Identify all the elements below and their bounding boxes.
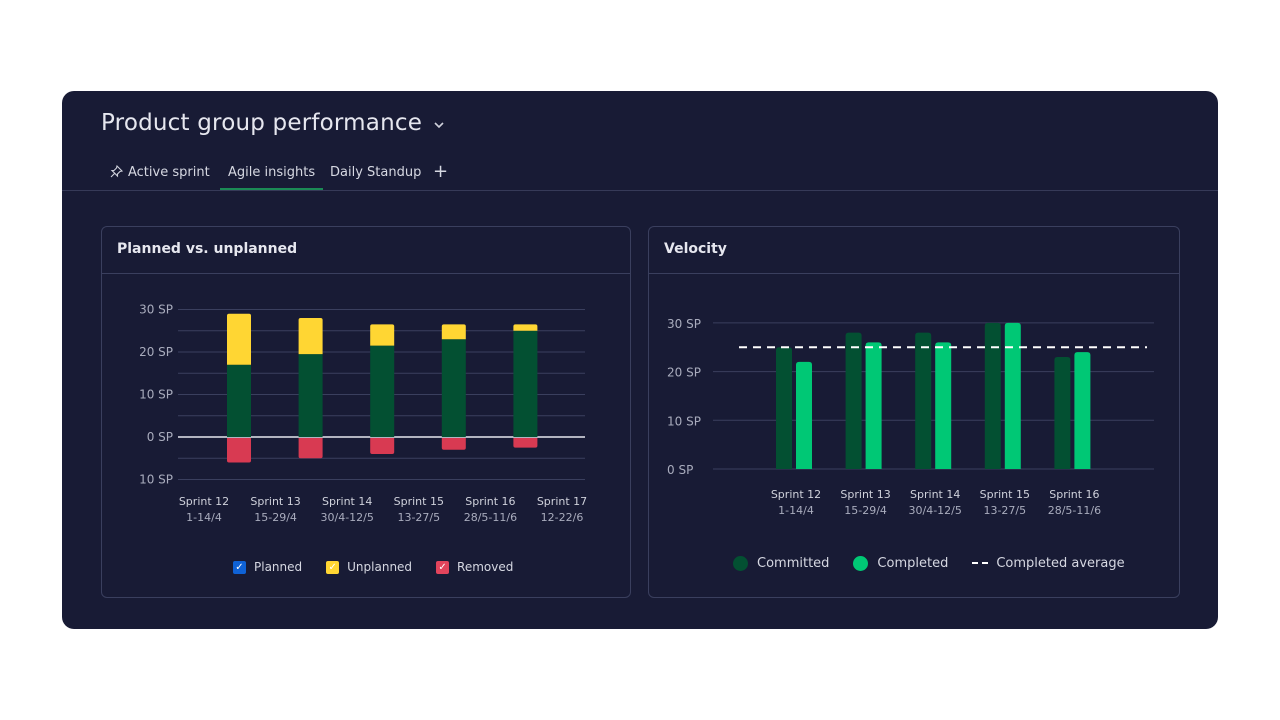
add-tab-button[interactable]: + [433, 161, 449, 182]
bar-removed [441, 438, 466, 450]
pin-icon [110, 164, 124, 182]
planned-vs-unplanned-card: Planned vs. unplanned 30 SP 20 SP 10 SP 0 S… [101, 226, 631, 598]
page-title: Product group performance [101, 110, 423, 136]
y-tick-label: 10 SP [139, 473, 173, 487]
velocity-card: Velocity 30 SP 20 SP 10 SP 0 SP Sprint 12 1-1… [648, 226, 1180, 598]
x-tick-date: 13-27/5 [983, 504, 1026, 517]
dot-icon [733, 556, 748, 571]
x-tick-label: Sprint 13 [250, 495, 300, 508]
x-tick-date: 15-29/4 [254, 511, 297, 524]
bar-committed [984, 322, 1001, 469]
velocity-chart: 30 SP 20 SP 10 SP 0 SP Sprint 12 1-14/4 Sprint… [667, 317, 1154, 517]
bar-unplanned [441, 324, 466, 340]
x-tick-date: 13-27/5 [397, 511, 440, 524]
view-tabs: Active sprint Agile insights Daily Stand… [62, 160, 1218, 191]
dashed-line-icon [972, 561, 989, 566]
x-tick-date: 28/5-11/6 [464, 511, 517, 524]
x-tick-label: Sprint 13 [840, 488, 890, 501]
bar-removed [370, 438, 395, 454]
y-tick-label: 0 SP [147, 430, 173, 444]
tab-label: Active sprint [128, 165, 210, 180]
x-tick-date: 12-22/6 [541, 511, 584, 524]
bar-committed [776, 347, 792, 469]
bar-completed [865, 342, 882, 469]
legend-committed[interactable]: Committed [733, 556, 829, 571]
bar-planned [370, 345, 395, 437]
x-tick-label: Sprint 15 [394, 495, 444, 508]
x-tick-label: Sprint 12 [179, 495, 229, 508]
bar-planned [298, 354, 323, 437]
x-tick-date: 30/4-12/5 [321, 511, 374, 524]
card-title: Velocity [664, 241, 727, 257]
y-tick-label: 0 SP [667, 463, 693, 477]
bar-planned [227, 364, 251, 437]
chevron-down-icon[interactable] [432, 118, 446, 132]
legend-completed-average[interactable]: Completed average [972, 556, 1125, 571]
y-tick-label: 20 SP [667, 366, 701, 380]
x-tick-label: Sprint 16 [465, 495, 515, 508]
y-tick-label: 30 SP [139, 303, 173, 317]
tab-active-sprint[interactable]: Active sprint [110, 164, 210, 182]
bar-removed [513, 438, 538, 448]
legend-label: Planned [254, 560, 303, 574]
x-tick-date: 28/5-11/6 [1048, 504, 1101, 517]
tab-daily-standup[interactable]: Daily Standup [330, 165, 421, 180]
legend-planned[interactable]: ✓ Planned [233, 560, 302, 574]
legend-removed[interactable]: ✓ Removed [436, 560, 513, 574]
legend-unplanned[interactable]: ✓ Unplanned [326, 560, 412, 574]
bar-planned [513, 330, 538, 437]
bar-committed [845, 332, 862, 469]
legend-label: Committed [757, 556, 830, 571]
bar-completed [1074, 352, 1091, 469]
dot-icon [853, 556, 869, 571]
y-tick-label: 10 SP [667, 414, 701, 428]
bar-unplanned [298, 318, 323, 355]
bar-removed [298, 438, 323, 459]
legend-label: Unplanned [347, 560, 413, 574]
checkbox-icon: ✓ [326, 560, 340, 574]
x-tick-date: 15-29/4 [844, 504, 887, 517]
x-tick-label: Sprint 15 [980, 488, 1030, 501]
x-tick-label: Sprint 14 [910, 488, 960, 501]
card-title: Planned vs. unplanned [117, 241, 298, 257]
legend-label: Completed [877, 556, 949, 571]
tab-label: Agile insights [228, 165, 316, 180]
bar-unplanned [513, 324, 538, 331]
bar-committed [1054, 356, 1071, 469]
x-tick-label: Sprint 16 [1049, 488, 1099, 501]
card-header: Velocity [649, 227, 1179, 274]
legend-label: Completed average [996, 556, 1125, 571]
x-tick-label: Sprint 12 [771, 488, 821, 501]
bar-completed [1004, 322, 1021, 469]
bar-committed [915, 332, 932, 469]
checkbox-icon: ✓ [436, 560, 450, 574]
card-header: Planned vs. unplanned [102, 227, 630, 274]
checkbox-icon: ✓ [233, 560, 246, 574]
bar-planned [441, 339, 466, 437]
chart-legend: Committed Completed Completed average [733, 556, 1149, 571]
bar-completed [796, 361, 812, 469]
y-tick-label: 30 SP [667, 317, 701, 331]
bar-completed [935, 342, 952, 469]
y-tick-label: 20 SP [139, 345, 173, 359]
legend-completed[interactable]: Completed [853, 556, 948, 571]
x-tick-date: 1-14/4 [778, 504, 814, 517]
tab-label: Daily Standup [330, 165, 422, 180]
chart-legend: ✓ Planned ✓ Unplanned ✓ Removed [233, 560, 537, 574]
x-tick-date: 1-14/4 [186, 511, 222, 524]
dashboard-panel [62, 91, 1218, 629]
planned-vs-unplanned-chart: 30 SP 20 SP 10 SP 0 SP 10 SP Sprint 12 1-14/4 S… [139, 303, 587, 525]
tab-agile-insights[interactable]: Agile insights [219, 165, 324, 190]
x-tick-date: 30/4-12/5 [909, 504, 962, 517]
x-tick-label: Sprint 14 [322, 495, 372, 508]
bar-unplanned [227, 313, 251, 365]
y-tick-label: 10 SP [139, 388, 173, 402]
legend-label: Removed [457, 560, 514, 574]
x-tick-label: Sprint 17 [537, 495, 587, 508]
bar-unplanned [370, 324, 395, 346]
bar-removed [227, 438, 251, 463]
